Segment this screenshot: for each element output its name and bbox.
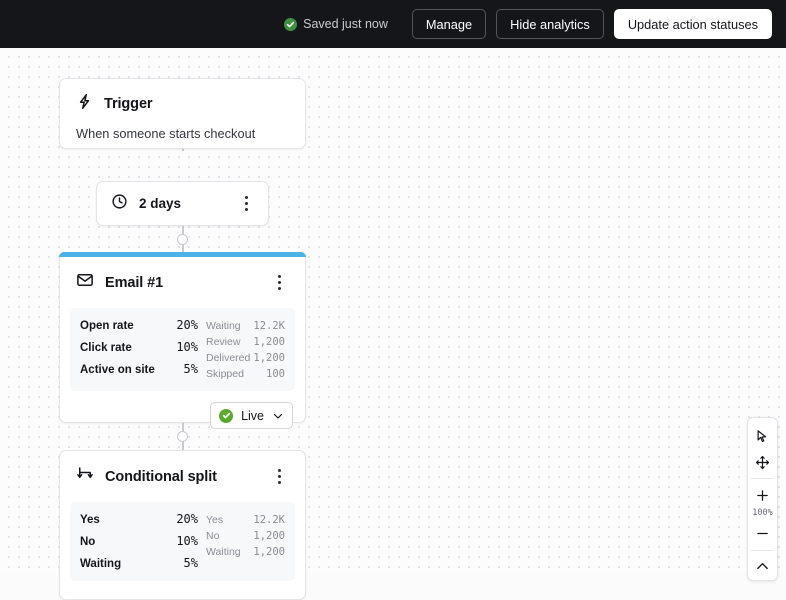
check-circle-icon: [219, 408, 234, 423]
node-title: Trigger: [104, 96, 153, 112]
count-value: 1,200: [253, 530, 285, 542]
count-value: 100: [266, 368, 285, 380]
count-label: Skipped: [206, 368, 244, 380]
count-row: Skipped 100: [206, 368, 285, 380]
canvas-tool-rail: 100%: [747, 417, 778, 581]
email-counts: Waiting 12.2K Review 1,200 Delivered 1,2…: [206, 318, 285, 380]
count-row: No 1,200: [206, 530, 285, 542]
stat-label: Click rate: [80, 342, 132, 354]
node-header: Conditional split: [60, 451, 305, 488]
top-toolbar: Saved just now Manage Hide analytics Upd…: [0, 0, 786, 48]
stat-row: Yes 20%: [80, 512, 198, 526]
clock-icon: [111, 193, 128, 215]
add-node-handle[interactable]: [177, 431, 188, 442]
stat-row: Waiting 5%: [80, 556, 198, 570]
trigger-description: When someone starts checkout: [76, 126, 256, 141]
stat-label: Active on site: [80, 364, 155, 376]
email-rates: Open rate 20% Click rate 10% Active on s…: [80, 318, 198, 380]
envelope-icon: [76, 271, 94, 294]
count-label: Waiting: [206, 546, 241, 558]
conditional-split-icon: [76, 465, 94, 488]
kebab-menu-icon[interactable]: [269, 467, 289, 487]
stat-value: 20%: [176, 318, 198, 332]
stat-label: Waiting: [80, 558, 122, 570]
email-status-row: Live: [60, 391, 305, 429]
split-rates: Yes 20% No 10% Waiting 5%: [80, 512, 198, 570]
count-label: No: [206, 530, 220, 542]
lightning-bolt-icon: [76, 93, 93, 115]
email-stats: Open rate 20% Click rate 10% Active on s…: [70, 308, 295, 391]
stat-value: 5%: [183, 556, 198, 570]
stat-value: 10%: [176, 340, 198, 354]
plus-icon[interactable]: [748, 482, 777, 508]
manage-button[interactable]: Manage: [411, 9, 487, 39]
stat-value: 20%: [176, 512, 198, 526]
stat-row: Active on site 5%: [80, 362, 198, 376]
count-row: Delivered 1,200: [206, 352, 285, 364]
node-accent-bar: [59, 252, 306, 257]
arrow-up-icon[interactable]: [748, 554, 777, 580]
check-circle-icon: [284, 17, 298, 31]
divider: [751, 549, 774, 551]
count-value: 1,200: [253, 336, 285, 348]
node-title: Email #1: [105, 274, 164, 291]
node-delay[interactable]: 2 days: [96, 181, 269, 226]
stat-row: No 10%: [80, 534, 198, 548]
node-header: Email #1: [60, 257, 305, 294]
hide-analytics-button[interactable]: Hide analytics: [496, 9, 604, 39]
node-title: Conditional split: [105, 468, 217, 485]
split-counts: Yes 12.2K No 1,200 Waiting 1,200: [206, 512, 285, 570]
stat-label: Yes: [80, 514, 100, 526]
count-label: Review: [206, 336, 241, 348]
count-label: Yes: [206, 514, 224, 526]
node-trigger[interactable]: Trigger When someone starts checkout: [59, 78, 306, 149]
node-header: Trigger: [60, 79, 305, 115]
count-value: 1,200: [253, 546, 285, 558]
status-label: Live: [241, 408, 264, 423]
count-row: Yes 12.2K: [206, 514, 285, 526]
delay-label: 2 days: [139, 196, 182, 211]
saved-status: Saved just now: [284, 17, 388, 31]
node-email[interactable]: Email #1 Open rate 20% Click rate 10% Ac…: [59, 252, 306, 429]
stat-row: Click rate 10%: [80, 340, 198, 354]
stat-row: Open rate 20%: [80, 318, 198, 332]
kebab-menu-icon[interactable]: [269, 273, 289, 293]
minus-icon[interactable]: [748, 521, 777, 547]
count-row: Waiting 1,200: [206, 546, 285, 558]
saved-status-label: Saved just now: [303, 17, 388, 31]
status-select[interactable]: Live: [210, 402, 293, 429]
zoom-level-label: 100%: [752, 508, 773, 518]
stat-value: 10%: [176, 534, 198, 548]
stat-label: Open rate: [80, 320, 134, 332]
count-label: Waiting: [206, 320, 241, 332]
node-conditional-split[interactable]: Conditional split Yes 20% No 10% Waiting…: [59, 450, 306, 600]
update-action-statuses-button[interactable]: Update action statuses: [613, 9, 772, 39]
pan-move-icon[interactable]: [748, 449, 777, 475]
count-row: Waiting 12.2K: [206, 320, 285, 332]
count-value: 12.2K: [253, 320, 285, 332]
divider: [751, 478, 774, 479]
split-stats: Yes 20% No 10% Waiting 5% Yes 12.2K No 1…: [70, 502, 295, 581]
count-value: 12.2K: [253, 514, 285, 526]
count-value: 1,200: [253, 352, 285, 364]
stat-label: No: [80, 536, 96, 548]
chevron-down-icon: [272, 410, 284, 422]
cursor-arrow-icon[interactable]: [748, 423, 777, 449]
stat-value: 5%: [183, 362, 198, 376]
add-node-handle[interactable]: [177, 234, 188, 245]
count-label: Delivered: [206, 352, 251, 364]
count-row: Review 1,200: [206, 336, 285, 348]
kebab-menu-icon[interactable]: [236, 194, 256, 214]
